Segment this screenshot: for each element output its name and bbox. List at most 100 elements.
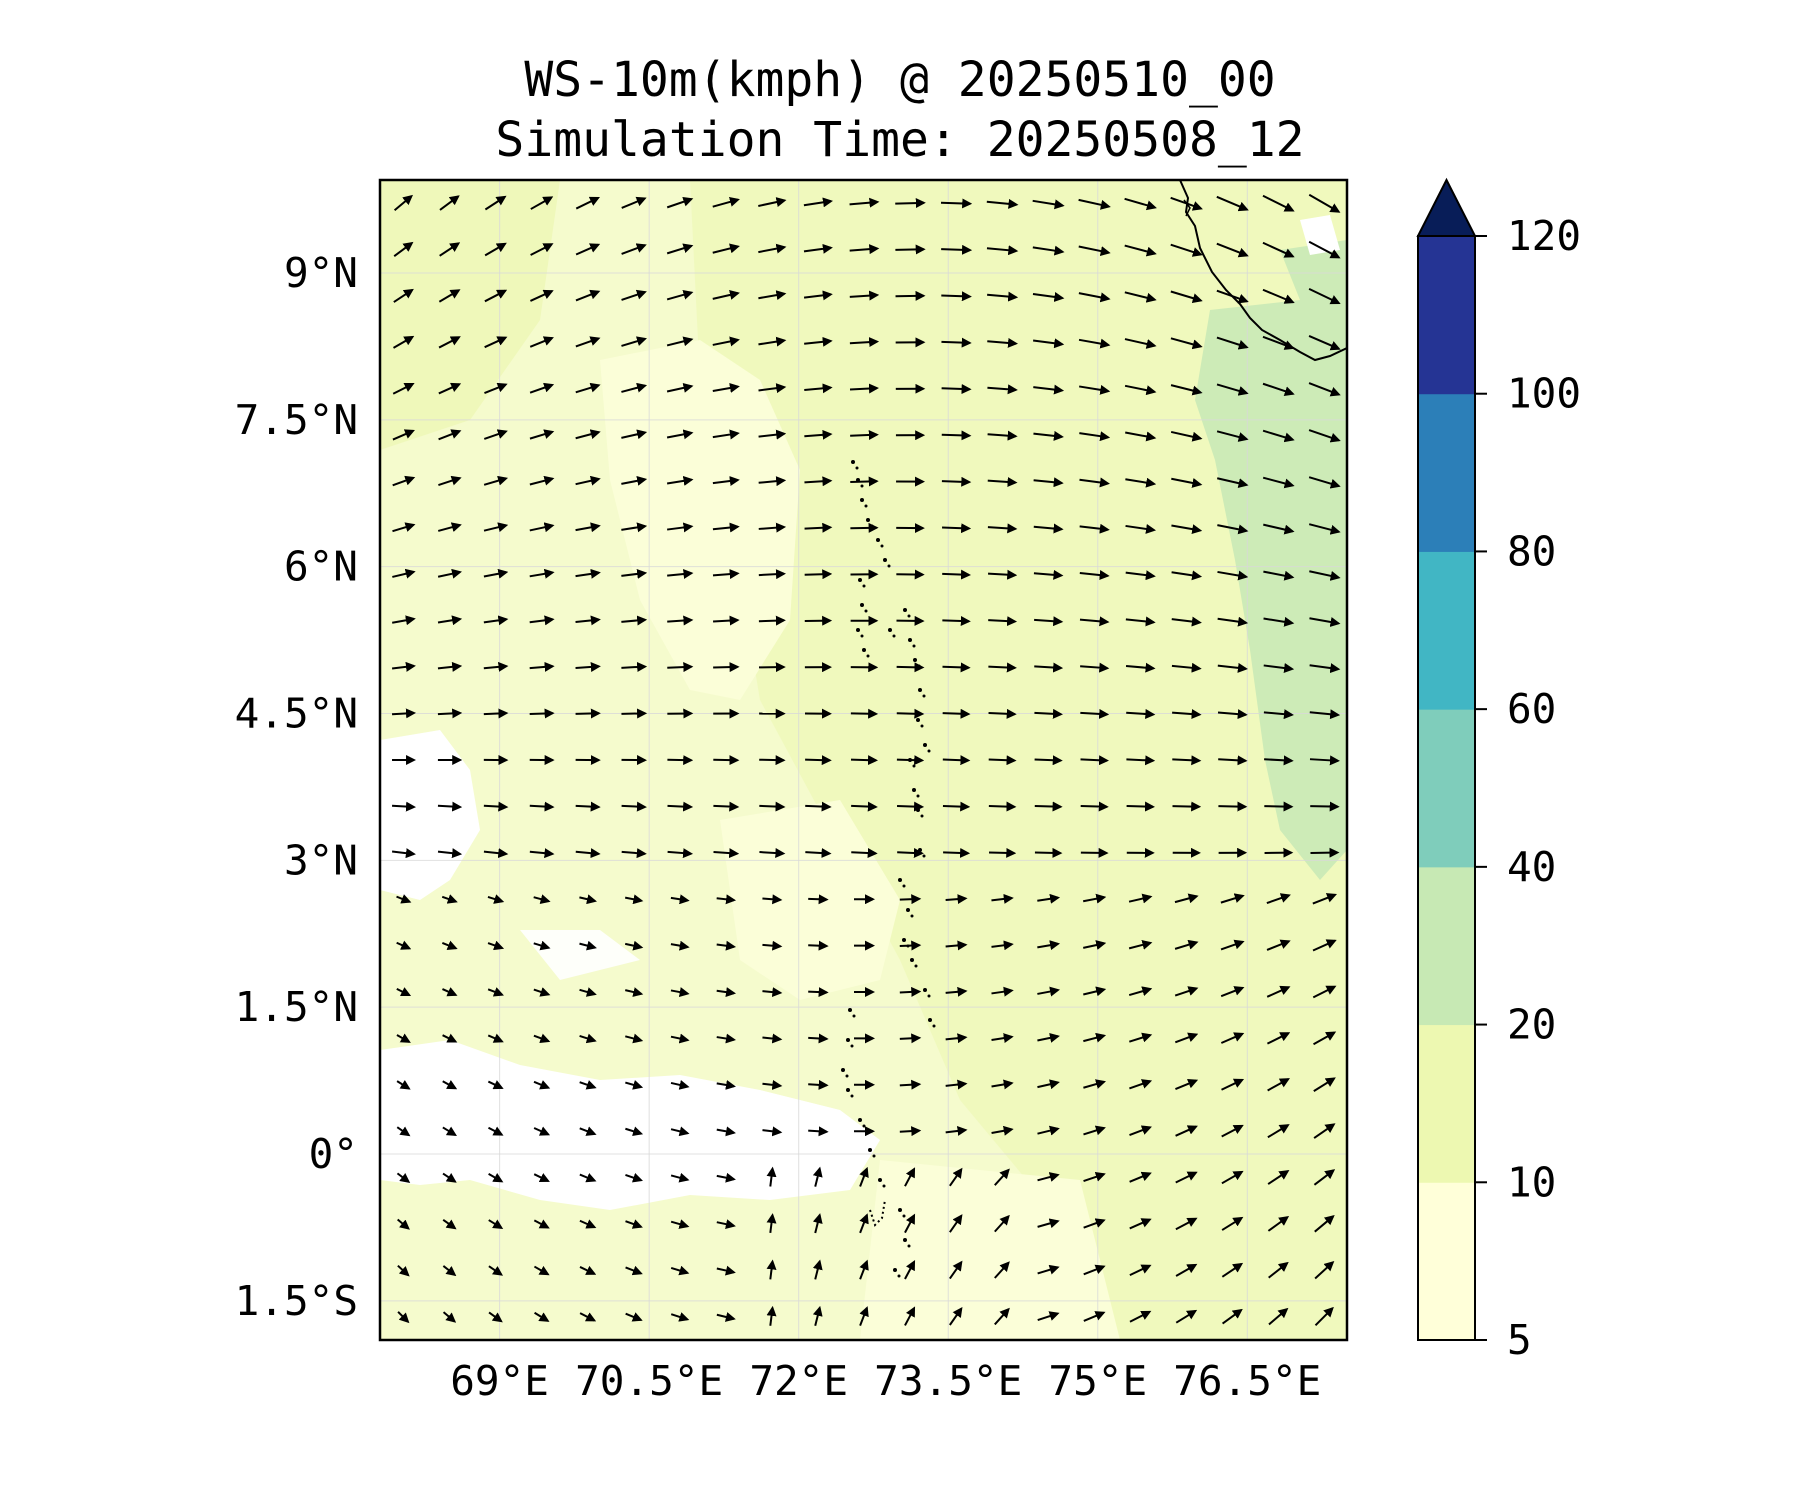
wind-arrow <box>438 289 461 303</box>
wind-arrow <box>1313 1123 1336 1139</box>
atoll-dot <box>848 1008 852 1012</box>
atoll-dot <box>851 460 855 464</box>
wind-arrow <box>1220 1032 1245 1044</box>
wind-arrow <box>859 1259 869 1280</box>
wind-arrow <box>994 1261 1010 1279</box>
wind-arrow <box>670 1033 690 1044</box>
wind-arrow <box>804 429 833 440</box>
lat-tick-label: 1.5°N <box>235 983 358 1031</box>
wind-arrow <box>986 245 1019 256</box>
wind-arrow <box>1313 1169 1336 1186</box>
wind-arrow <box>624 940 644 951</box>
wind-arrow <box>759 801 786 812</box>
wind-arrow <box>533 1172 550 1182</box>
wind-arrow <box>484 195 507 211</box>
wind-arrow <box>712 476 740 486</box>
wind-arrow <box>1032 245 1065 256</box>
latitude-axis: 9°N 7.5°N 6°N 4.5°N 3°N 1.5°N 0° 1.5°S <box>235 249 358 1325</box>
wind-arrow <box>945 1079 968 1090</box>
wind-arrow <box>575 801 601 812</box>
wind-arrow <box>1037 986 1060 997</box>
wind-arrow <box>988 616 1018 627</box>
wind-arrow <box>579 1219 597 1229</box>
atoll-outline <box>869 1199 886 1227</box>
atoll-dot <box>860 603 864 607</box>
wind-arrow <box>712 383 740 393</box>
wind-arrow <box>716 1172 736 1183</box>
wind-arrow <box>579 1033 597 1044</box>
wind-arrow <box>1268 1307 1289 1326</box>
wind-arrow <box>1220 893 1245 904</box>
wind-arrow <box>1129 1218 1152 1230</box>
wind-arrow <box>670 894 690 905</box>
wind-arrow <box>438 429 462 441</box>
atoll-dot <box>846 1038 850 1042</box>
wind-arrow <box>1126 801 1155 812</box>
wind-arrow <box>625 1126 644 1137</box>
wind-arrow <box>712 522 740 533</box>
wind-arrow <box>1129 1264 1152 1277</box>
title-line-simulation-time: Simulation Time: 20250508_12 <box>495 112 1305 168</box>
wind-vector-arrows <box>391 193 1341 1327</box>
wind-arrow <box>1263 663 1295 673</box>
atoll-dot <box>928 1018 932 1022</box>
wind-arrow <box>1083 1079 1106 1089</box>
wind-arrow <box>991 1033 1014 1043</box>
colorbar-tick-label: 80 <box>1507 527 1556 575</box>
wind-arrow <box>716 940 737 951</box>
wind-arrow <box>987 523 1018 534</box>
wind-arrow <box>804 476 833 487</box>
wind-arrow <box>392 522 416 533</box>
wind-arrow <box>439 195 460 211</box>
atoll-dot <box>858 1118 862 1122</box>
atoll-dot <box>902 938 906 942</box>
wind-arrow <box>1262 288 1295 304</box>
wind-arrow <box>1033 569 1064 580</box>
wind-arrow <box>1080 755 1109 766</box>
wind-arrow <box>625 1219 643 1229</box>
wind-arrow <box>1129 1171 1152 1183</box>
wind-arrow <box>534 1311 550 1322</box>
wind-arrow <box>897 847 924 858</box>
wind-arrow <box>392 335 415 349</box>
wind-arrow <box>1083 986 1107 997</box>
atoll-dot <box>903 1238 907 1242</box>
wind-arrow <box>441 940 458 950</box>
wind-arrow <box>1037 940 1061 951</box>
wind-arrow <box>575 568 601 579</box>
wind-arrow <box>945 986 968 997</box>
colorbar-tick-label: 60 <box>1507 685 1556 733</box>
wind-arrow <box>487 940 505 951</box>
wind-arrow <box>575 848 601 859</box>
wind-arrow <box>716 1033 736 1044</box>
wind-arrow <box>1216 336 1249 350</box>
atoll-dot <box>880 544 884 548</box>
wind-arrow <box>625 1172 643 1183</box>
wind-arrow <box>666 196 694 209</box>
wind-arrow <box>392 382 415 395</box>
wind-arrow <box>758 383 787 394</box>
wind-arrow <box>391 848 416 859</box>
atoll-dot <box>862 584 866 588</box>
wind-arrow <box>1264 801 1294 812</box>
wind-arrow <box>670 1080 690 1090</box>
atoll-dot <box>883 558 887 562</box>
wind-arrow <box>942 662 971 673</box>
lon-tick-label: 73.5°E <box>874 1357 1022 1405</box>
wind-arrow <box>942 569 971 580</box>
wind-arrow <box>621 429 648 440</box>
wind-arrow <box>759 848 786 859</box>
wind-arrow <box>1309 755 1340 766</box>
wind-arrow <box>987 430 1018 441</box>
wind-arrow <box>758 569 786 580</box>
wind-arrow <box>579 1080 597 1090</box>
atoll-dot <box>927 749 931 753</box>
wind-arrow <box>849 383 879 394</box>
atoll-dot <box>913 658 917 662</box>
wind-arrow <box>488 1311 503 1323</box>
colorbar-band <box>1418 1182 1475 1341</box>
wind-arrow <box>529 848 555 859</box>
wind-arrow <box>666 289 694 301</box>
wind-arrow <box>991 1079 1014 1090</box>
wind-arrow <box>1079 570 1110 580</box>
